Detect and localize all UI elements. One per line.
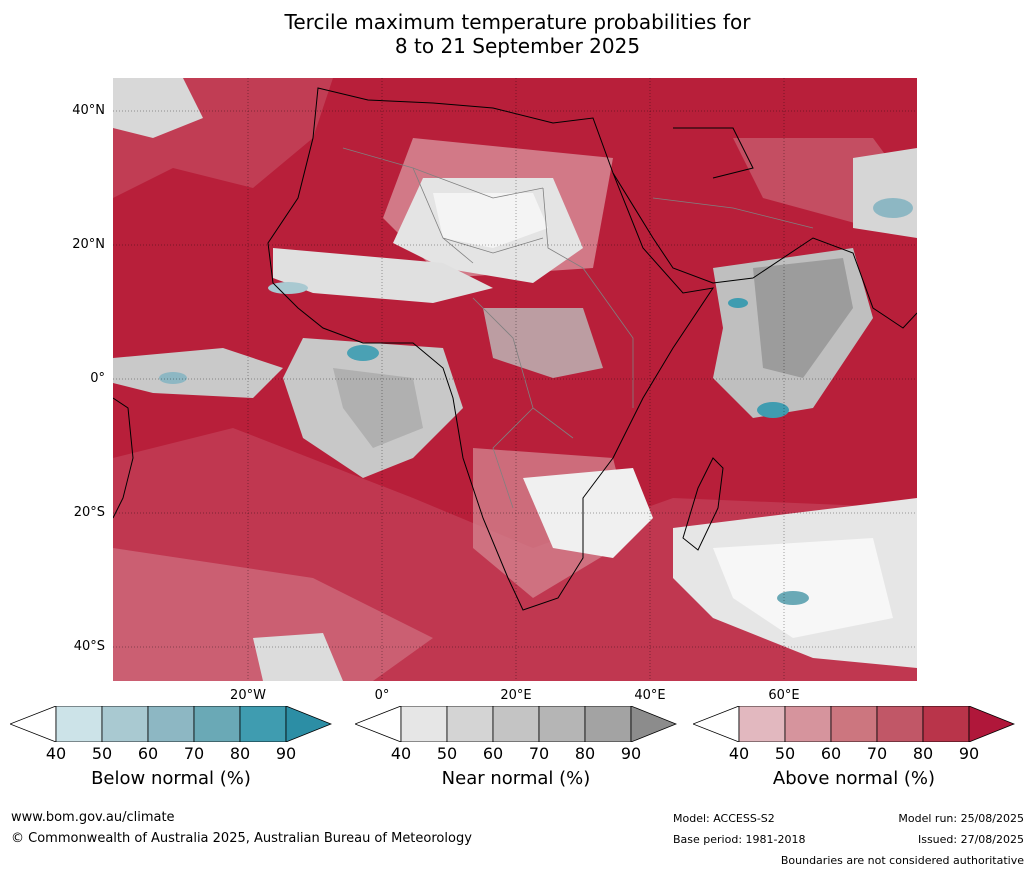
lon-label-60e: 60°E — [768, 688, 800, 703]
colorbar-segment — [147, 706, 195, 742]
model-run-date: Model run: 25/08/2025 — [898, 812, 1024, 825]
graticule — [113, 78, 917, 681]
colorbar-segment — [55, 706, 103, 742]
map-title: Tercile maximum temperature probabilitie… — [0, 10, 1035, 58]
tick-label: 70 — [183, 744, 205, 763]
colorbar-segment — [101, 706, 149, 742]
colorbar-segment — [584, 706, 632, 742]
colorbar-above-normal — [693, 706, 1015, 742]
title-line-1: Tercile maximum temperature probabilitie… — [284, 10, 751, 34]
below-normal-field — [159, 198, 913, 605]
tick-label: 40 — [728, 744, 750, 763]
base-period: Base period: 1981-2018 — [673, 833, 806, 846]
colorbar-near-normal — [355, 706, 677, 742]
tick-label: 50 — [436, 744, 458, 763]
lon-label-0: 0° — [374, 688, 390, 703]
colorbar-segment — [830, 706, 878, 742]
colorbar-min-arrow — [355, 706, 402, 742]
tick-label: 60 — [820, 744, 842, 763]
lon-label-20w: 20°W — [230, 688, 266, 703]
colorbar-max-arrow — [285, 706, 332, 742]
colorbar-segment — [876, 706, 924, 742]
model-name: Model: ACCESS-S2 — [673, 812, 775, 825]
lat-label-20s: 20°S — [73, 505, 105, 520]
tick-label: 90 — [958, 744, 980, 763]
colorbar-svg — [10, 706, 332, 742]
colorbar-below-normal — [10, 706, 332, 742]
website-link[interactable]: www.bom.gov.au/climate — [11, 810, 175, 825]
legend-label-near-normal: Near normal (%) — [441, 768, 591, 789]
tick-label: 50 — [774, 744, 796, 763]
legend-label-above-normal: Above normal (%) — [772, 768, 936, 789]
title-line-2: 8 to 21 September 2025 — [394, 34, 641, 58]
colorbar-svg — [693, 706, 1015, 742]
disclaimer-text: Boundaries are not considered authoritat… — [780, 854, 1024, 867]
tick-label: 90 — [620, 744, 642, 763]
colorbar-segment — [193, 706, 241, 742]
lat-label-40n: 40°N — [72, 103, 105, 118]
tick-label: 70 — [528, 744, 550, 763]
colorbar-segment — [492, 706, 540, 742]
colorbar-max-arrow — [968, 706, 1015, 742]
colorbar-segment — [446, 706, 494, 742]
coastlines — [113, 87, 917, 611]
colorbar-segment — [738, 706, 786, 742]
colorbar-segment — [784, 706, 832, 742]
lat-label-eq: 0° — [90, 371, 105, 386]
tick-label: 90 — [275, 744, 297, 763]
probability-map — [113, 78, 917, 681]
copyright-text: © Commonwealth of Australia 2025, Austra… — [11, 831, 472, 846]
colorbar-max-arrow — [630, 706, 677, 742]
lon-label-20e: 20°E — [500, 688, 532, 703]
tick-label: 40 — [390, 744, 412, 763]
colorbar-segment — [922, 706, 970, 742]
country-borders — [342, 147, 814, 509]
tick-label: 70 — [866, 744, 888, 763]
colorbar-segment — [538, 706, 586, 742]
colorbar-segment — [400, 706, 448, 742]
near-normal-field — [113, 78, 917, 681]
lon-label-40e: 40°E — [634, 688, 666, 703]
map-canvas — [113, 78, 917, 681]
tick-label: 60 — [137, 744, 159, 763]
tick-label: 80 — [912, 744, 934, 763]
tick-label: 40 — [45, 744, 67, 763]
colorbar-min-arrow — [693, 706, 740, 742]
colorbar-svg — [355, 706, 677, 742]
legend-label-below-normal: Below normal (%) — [91, 768, 251, 789]
tick-label: 60 — [482, 744, 504, 763]
colorbar-segment — [239, 706, 287, 742]
tick-label: 80 — [574, 744, 596, 763]
lat-label-20n: 20°N — [72, 237, 105, 252]
issued-date: Issued: 27/08/2025 — [917, 833, 1024, 846]
tick-label: 80 — [229, 744, 251, 763]
colorbar-min-arrow — [10, 706, 57, 742]
tick-label: 50 — [91, 744, 113, 763]
lat-label-40s: 40°S — [73, 639, 105, 654]
